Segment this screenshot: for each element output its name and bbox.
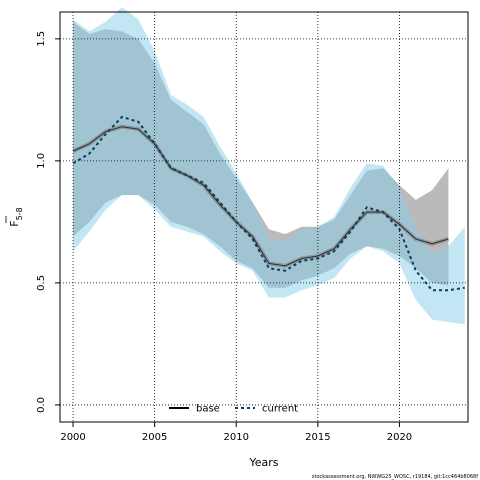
legend: base current	[169, 404, 298, 415]
x-tick-label: 2000	[60, 432, 85, 443]
current-confidence-band	[73, 7, 465, 325]
plot-frame	[59, 11, 469, 423]
legend-label-current: current	[262, 404, 298, 415]
footer-text: stockassessment.org, NWWG25_WOSC, r19184…	[312, 474, 478, 480]
x-axis-title: Years	[248, 456, 278, 469]
x-tick-label: 2005	[142, 432, 167, 443]
base-line	[72, 126, 449, 267]
x-tick-label: 2015	[305, 432, 330, 443]
legend-label-base: base	[196, 404, 220, 415]
x-tick-label: 2020	[387, 432, 412, 443]
x-tick-label: 2010	[224, 432, 249, 443]
y-tick-label: 1.5	[36, 31, 47, 47]
y-tick-label: 1.0	[36, 153, 47, 169]
y-axis-title: F5-8	[5, 207, 24, 227]
y-tick-label: 0.5	[36, 275, 47, 291]
svg-text:F5-8: F5-8	[8, 207, 24, 226]
current-line	[72, 115, 465, 292]
y-tick-label: 0.0	[36, 397, 47, 413]
